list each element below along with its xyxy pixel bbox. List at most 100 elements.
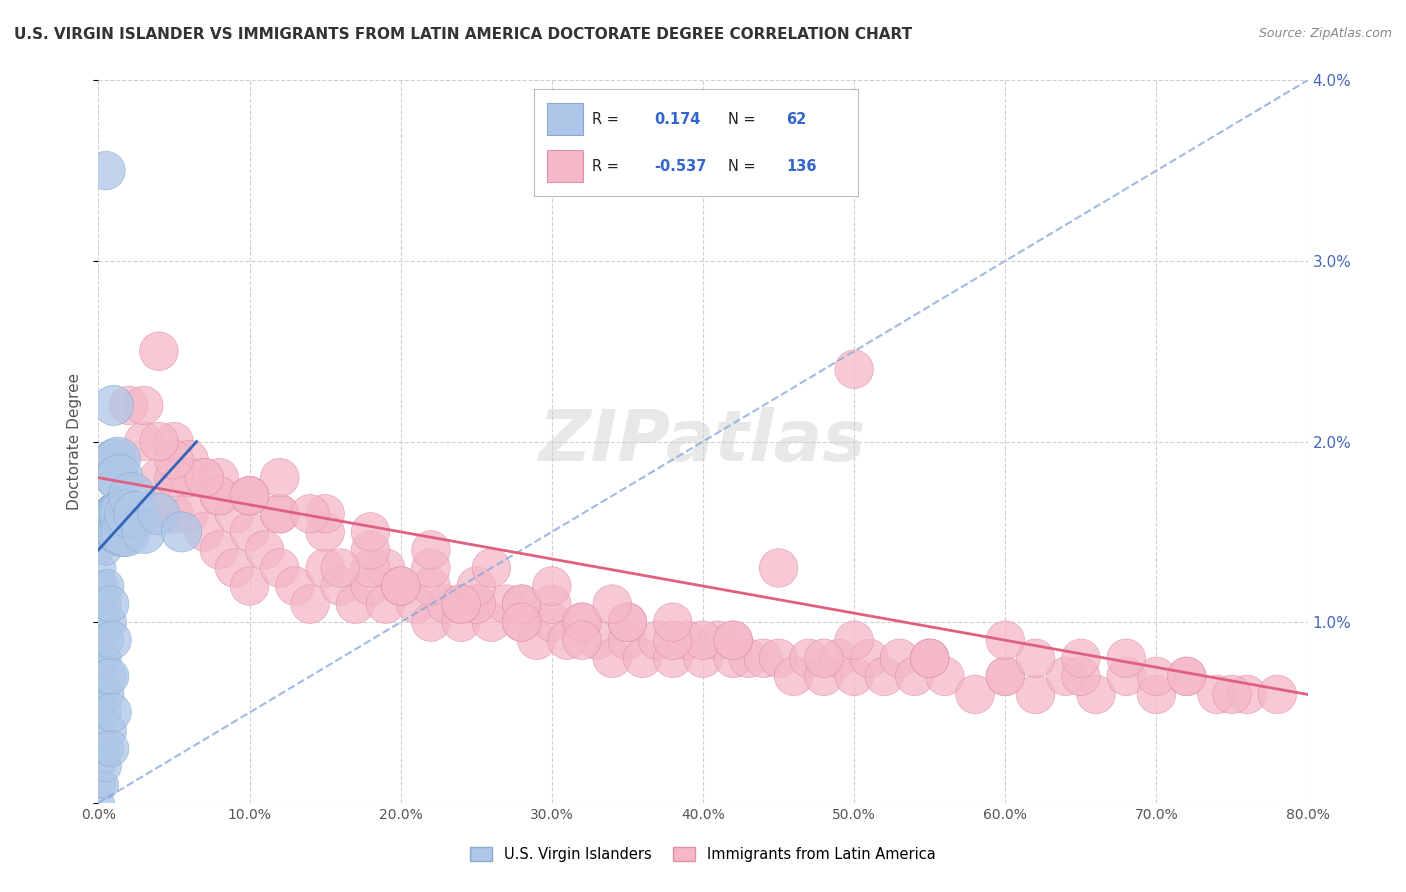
Point [118, 398, 141, 412]
Point [269, 507, 291, 521]
Point [118, 507, 141, 521]
Point [510, 597, 533, 611]
Point [783, 669, 806, 683]
Point [510, 615, 533, 630]
Point [797, 651, 820, 665]
Point [299, 597, 322, 611]
Point [90, 651, 112, 665]
Point [813, 669, 835, 683]
Y-axis label: Doctorate Degree: Doctorate Degree [67, 373, 83, 510]
Point [91, 633, 114, 648]
Point [1115, 669, 1137, 683]
Text: Source: ZipAtlas.com: Source: ZipAtlas.com [1258, 27, 1392, 40]
Point [1085, 687, 1108, 701]
Text: N =: N = [728, 159, 756, 174]
Point [540, 579, 562, 593]
Point [904, 669, 927, 683]
Point [100, 669, 122, 683]
Point [98, 723, 121, 738]
Point [1054, 669, 1077, 683]
Point [91, 778, 114, 792]
Point [1175, 669, 1198, 683]
Point [616, 615, 638, 630]
Point [101, 633, 124, 648]
Point [121, 489, 143, 503]
Point [692, 633, 714, 648]
Point [98, 615, 121, 630]
Point [193, 471, 215, 485]
Point [96, 579, 118, 593]
Text: -0.537: -0.537 [654, 159, 706, 174]
Point [571, 615, 593, 630]
Point [723, 633, 745, 648]
Point [661, 615, 683, 630]
Point [100, 741, 122, 756]
Point [132, 398, 155, 412]
FancyBboxPatch shape [547, 150, 582, 182]
Point [571, 633, 593, 648]
Text: 0.174: 0.174 [654, 112, 700, 127]
Point [692, 651, 714, 665]
Point [132, 434, 155, 449]
Point [495, 597, 517, 611]
Point [90, 796, 112, 810]
Point [586, 633, 609, 648]
Point [389, 579, 412, 593]
Point [208, 471, 231, 485]
Point [360, 579, 382, 593]
Point [239, 489, 262, 503]
Point [91, 706, 114, 720]
Point [768, 651, 790, 665]
Point [420, 579, 443, 593]
Point [510, 615, 533, 630]
Text: R =: R = [592, 112, 620, 127]
Point [93, 524, 115, 539]
Point [661, 633, 683, 648]
Point [1024, 651, 1046, 665]
Point [90, 723, 112, 738]
Point [1220, 687, 1243, 701]
Point [299, 507, 322, 521]
Point [540, 597, 562, 611]
Point [723, 651, 745, 665]
Point [1175, 669, 1198, 683]
Point [208, 489, 231, 503]
Point [918, 651, 941, 665]
Point [94, 760, 117, 774]
Point [269, 471, 291, 485]
Legend: U.S. Virgin Islanders, Immigrants from Latin America: U.S. Virgin Islanders, Immigrants from L… [464, 840, 942, 868]
Point [450, 597, 472, 611]
Point [555, 633, 578, 648]
Point [108, 524, 131, 539]
Point [1115, 651, 1137, 665]
Point [269, 507, 291, 521]
Point [93, 615, 115, 630]
Point [107, 452, 129, 467]
Point [616, 615, 638, 630]
Point [96, 633, 118, 648]
Point [94, 651, 117, 665]
Point [193, 471, 215, 485]
Point [329, 561, 352, 575]
Point [768, 561, 790, 575]
Point [284, 579, 307, 593]
Point [148, 507, 170, 521]
Point [602, 597, 624, 611]
Point [148, 471, 170, 485]
Point [208, 542, 231, 557]
Point [179, 452, 201, 467]
Point [374, 597, 396, 611]
Point [1267, 687, 1289, 701]
Point [858, 651, 880, 665]
Point [965, 687, 987, 701]
Point [434, 597, 457, 611]
Point [90, 542, 112, 557]
Point [344, 597, 367, 611]
Point [94, 706, 117, 720]
Text: ZIPatlas: ZIPatlas [540, 407, 866, 476]
Point [148, 507, 170, 521]
Point [224, 561, 246, 575]
Point [132, 524, 155, 539]
Point [179, 507, 201, 521]
Point [111, 524, 134, 539]
